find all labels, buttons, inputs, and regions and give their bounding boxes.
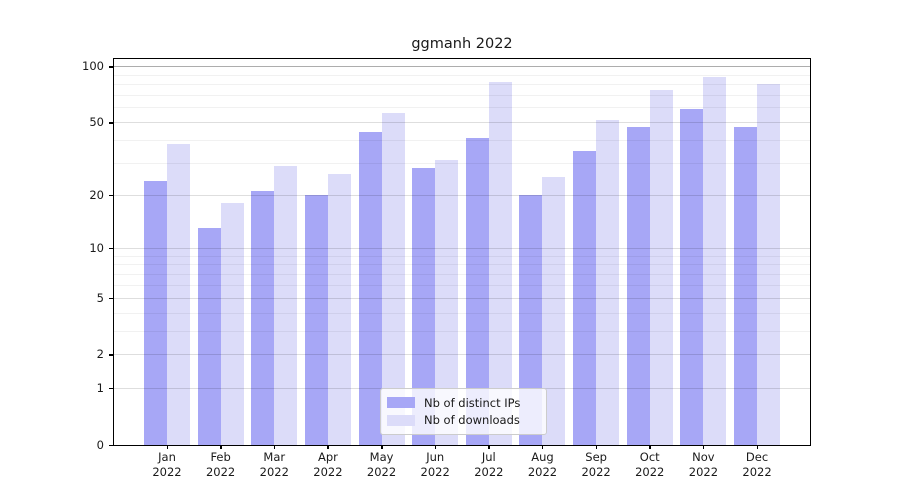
gridline-major-5 [114, 297, 810, 299]
bar-downloads-nov [703, 77, 727, 445]
bar-ips-jun [412, 168, 436, 445]
y-tick-label-50: 50 [89, 115, 104, 130]
x-tick-label-may: May 2022 [366, 450, 397, 479]
bar-downloads-jan [167, 144, 190, 445]
bar-downloads-dec [757, 84, 781, 445]
bar-ips-sep [573, 150, 597, 445]
bar-downloads-aug [542, 177, 566, 445]
gridline-minor-70 [114, 94, 810, 96]
plot-area [113, 58, 811, 446]
gridline-minor-40 [114, 139, 810, 141]
legend-swatch-downloads [387, 414, 415, 426]
bar-downloads-mar [274, 165, 298, 445]
gridline-minor-8 [114, 264, 810, 266]
gridline-minor-6 [114, 284, 810, 286]
gridline-minor-90 [114, 74, 810, 76]
x-tick-label-nov: Nov 2022 [688, 450, 719, 479]
bar-downloads-may [381, 112, 405, 445]
chart-title: ggmanh 2022 [411, 36, 513, 52]
x-tick-label-apr: Apr 2022 [313, 450, 343, 479]
bars-layer [114, 59, 810, 445]
bar-downloads-sep [596, 120, 620, 445]
gridline-major-50 [114, 122, 810, 124]
y-tick-label-20: 20 [89, 187, 104, 202]
legend-item-downloads: Nb of downloads [387, 412, 538, 430]
bar-ips-mar [251, 191, 275, 445]
y-tick-label-2: 2 [96, 347, 104, 362]
x-tick-label-jul: Jul 2022 [474, 450, 504, 479]
gridline-major-2 [114, 354, 810, 356]
x-tick-label-sep: Sep 2022 [581, 450, 611, 479]
gridline-minor-80 [114, 84, 810, 86]
y-tick-label-0: 0 [96, 437, 104, 452]
grid-layer [114, 59, 810, 445]
legend-label-distinct-ips: Nb of distinct IPs [424, 395, 521, 410]
x-tick-label-aug: Aug 2022 [527, 450, 558, 479]
gridline-minor-4 [114, 312, 810, 314]
bar-ips-apr [304, 194, 328, 445]
x-tick-label-mar: Mar 2022 [259, 450, 289, 479]
gridline-minor-30 [114, 162, 810, 164]
legend-swatch-distinct-ips [387, 397, 415, 409]
legend-label-downloads: Nb of downloads [424, 413, 520, 428]
y-tick-label-100: 100 [82, 59, 104, 74]
x-tick-label-dec: Dec 2022 [742, 450, 772, 479]
bar-downloads-jul [488, 82, 512, 445]
bar-ips-aug [519, 194, 543, 445]
legend-item-distinct-ips: Nb of distinct IPs [387, 394, 538, 412]
bar-ips-feb [197, 228, 221, 445]
y-tick-label-5: 5 [96, 290, 104, 305]
bar-ips-jul [465, 138, 489, 445]
y-tick-label-10: 10 [89, 240, 104, 255]
bar-downloads-jun [435, 160, 459, 445]
bar-downloads-apr [327, 174, 351, 445]
gridline-minor-60 [114, 107, 810, 109]
gridline-minor-9 [114, 255, 810, 257]
gridline-minor-3 [114, 330, 810, 332]
legend: Nb of distinct IPs Nb of downloads [380, 388, 547, 435]
x-tick-label-oct: Oct 2022 [635, 450, 665, 479]
x-tick-label-jun: Jun 2022 [420, 450, 450, 479]
bar-downloads-feb [220, 203, 244, 445]
gridline-major-100 [114, 66, 810, 68]
bar-ips-dec [734, 127, 758, 445]
gridline-minor-7 [114, 273, 810, 275]
bar-ips-jan [144, 180, 167, 445]
bar-ips-nov [680, 108, 704, 445]
x-tick-label-feb: Feb 2022 [205, 450, 236, 479]
bar-ips-oct [626, 127, 650, 445]
gridline-major-20 [114, 194, 810, 196]
y-tick-label-1: 1 [96, 380, 104, 395]
bar-downloads-oct [649, 90, 673, 445]
bar-ips-may [358, 132, 382, 445]
gridline-major-10 [114, 247, 810, 249]
x-tick-label-jan: Jan 2022 [152, 450, 182, 479]
